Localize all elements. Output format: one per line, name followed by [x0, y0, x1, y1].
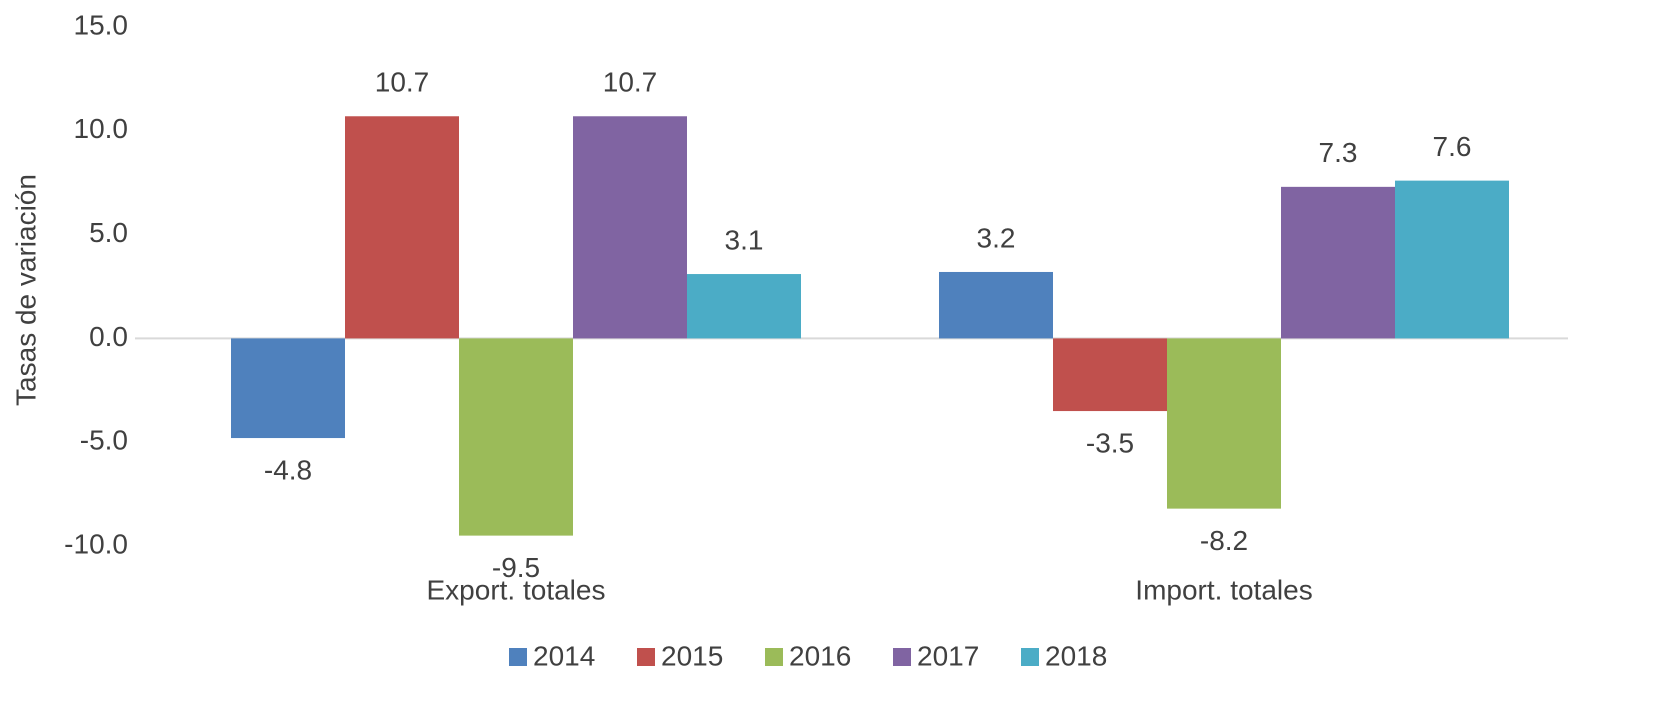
data-label: 10.7 — [603, 67, 658, 98]
legend-swatch — [893, 648, 911, 666]
bar — [1053, 338, 1167, 412]
y-tick-label: -5.0 — [80, 425, 128, 456]
bar — [687, 274, 801, 339]
bar — [1167, 338, 1281, 509]
data-label: -3.5 — [1086, 427, 1134, 458]
legend-label: 2016 — [789, 640, 851, 671]
x-tick-label: Import. totales — [1135, 574, 1312, 605]
legend-label: 2017 — [917, 640, 979, 671]
y-axis-title: Tasas de variación — [10, 174, 41, 406]
data-label: 7.6 — [1433, 131, 1472, 162]
data-label: 3.1 — [725, 224, 764, 255]
bar — [939, 271, 1053, 339]
bar — [345, 116, 459, 339]
y-tick-label: -10.0 — [64, 528, 128, 559]
y-tick-label: 0.0 — [89, 321, 128, 352]
legend-swatch — [509, 648, 527, 666]
data-label: -4.8 — [264, 454, 312, 485]
bar — [1281, 186, 1395, 339]
legend-swatch — [765, 648, 783, 666]
x-tick-label: Export. totales — [427, 574, 606, 605]
y-tick-label: 5.0 — [89, 217, 128, 248]
bar — [573, 116, 687, 339]
legend-label: 2015 — [661, 640, 723, 671]
legend-swatch — [637, 648, 655, 666]
bar — [459, 338, 573, 536]
legend-label: 2014 — [533, 640, 595, 671]
y-tick-label: 10.0 — [74, 113, 129, 144]
data-label: 10.7 — [375, 67, 430, 98]
bar — [1395, 180, 1509, 339]
y-tick-label: 15.0 — [74, 9, 129, 40]
legend-swatch — [1021, 648, 1039, 666]
data-label: 3.2 — [977, 222, 1016, 253]
data-label: 7.3 — [1319, 137, 1358, 168]
bar — [231, 338, 345, 439]
data-label: -9.5 — [492, 552, 540, 583]
legend-label: 2018 — [1045, 640, 1107, 671]
data-label: -8.2 — [1200, 525, 1248, 556]
